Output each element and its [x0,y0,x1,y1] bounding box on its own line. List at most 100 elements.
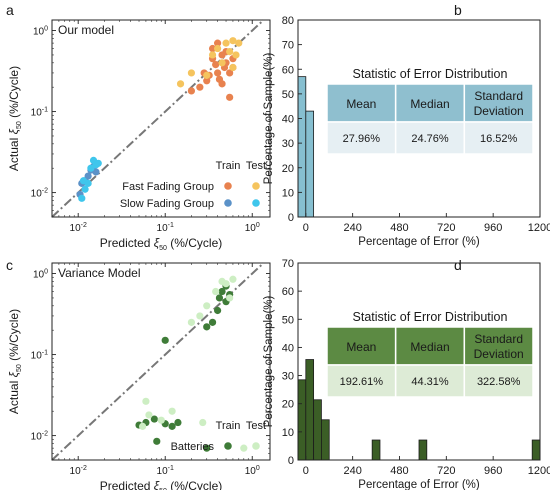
point-batteries-test [187,318,196,326]
x-tick-label: 10-2 [70,222,87,234]
stats-value-cell [463,121,534,155]
y-tick-label: 40 [282,342,294,354]
point-fast-test [203,71,211,79]
point-slow-test [79,177,88,185]
point-batteries-train [150,415,158,423]
point-fast-test [235,39,243,47]
point-batteries-train [203,444,211,452]
x-tick-label: 480 [390,222,408,234]
chart-title: Variance Model [58,266,141,280]
stats-header-label: Median [410,340,449,354]
point-batteries-train [215,294,224,302]
point-batteries-train [161,336,169,344]
legend-header-train: Train [216,160,241,172]
panel-label-a: a [6,2,14,18]
chart-title: Our model [58,23,114,37]
y-tick-label: 30 [282,371,294,383]
legend-marker-test [252,199,260,207]
point-fast-train [212,61,220,69]
stats-header-label: Mean [346,340,376,354]
legend-header-test: Test [246,420,266,432]
point-fast-test [226,47,234,56]
legend-marker-train [224,182,232,190]
legend-label: Slow Fading Group [120,198,214,210]
histogram-bar [313,399,322,461]
histogram-bar [371,439,381,461]
x-tick-label: 960 [484,222,502,234]
point-fast-test [229,37,237,45]
point-batteries-test [142,397,150,405]
stats-value: 322.58% [477,376,521,388]
legend-label: Fast Fading Group [122,181,214,193]
point-fast-train [187,87,196,95]
point-slow-test [78,194,86,202]
histogram-bar [418,439,428,461]
y-tick-label: 40 [282,114,294,126]
point-batteries-train [218,287,226,296]
x-tick-label: 720 [437,465,455,477]
y-tick-label: 70 [282,258,294,270]
y-tick-label: 60 [282,286,294,298]
point-fast-train [218,80,226,88]
point-fast-train [208,44,217,53]
stats-value-cell [463,364,534,398]
point-batteries-test [203,302,211,310]
x-tick-label: 10-1 [157,222,174,234]
y-tick-label: 70 [282,40,294,52]
histogram-bar [305,110,315,218]
x-tick-label: 240 [343,222,361,234]
stats-header-cell [463,83,534,123]
point-batteries-test [240,444,248,452]
plot-frame [51,262,271,461]
point-batteries-test [196,312,204,320]
point-slow-test [81,185,89,193]
x-tick-label: 1200 [528,222,550,234]
panel-label-c: c [6,257,13,273]
plot-frame [51,19,271,218]
x-tick-label: 480 [390,465,408,477]
y-tick-label: 20 [282,163,294,175]
point-fast-train [203,77,211,85]
y-tick-label: 60 [282,64,294,76]
stats-value: 16.52% [480,133,518,145]
panel-b: b 0 240 480 720 960 1200 0 10 20 30 40 50 60 70 80 Perce… [263,2,550,248]
point-batteries-test [212,287,220,296]
point-fast-test [232,51,240,59]
panel-d: d 0 240 480 720 960 1200 0 10 20 30 40 50 60 70 Percent… [263,257,550,490]
stats-table-title: Statistic of Error Distribution [353,67,508,81]
stats-value-cell [326,364,397,398]
legend-marker-train [224,199,232,207]
histogram-bar [305,359,315,461]
point-fast-test [208,51,217,59]
legend-marker-test [252,182,260,190]
plot-frame [297,262,541,461]
x-axis-label: Predicted ξ50 (%/Cycle) [100,236,223,252]
stats-value: 192.61% [340,376,384,388]
y-tick-label: 80 [282,15,294,27]
y-axis-label: Actual ξ50 (%/Cycle) [7,309,23,414]
point-batteries-test [157,416,165,424]
stats-header-label: Median [410,97,449,111]
stats-header-cell [463,326,534,366]
legend-header-train: Train [216,420,241,432]
point-batteries-train [153,437,161,445]
histogram-bar [321,419,330,461]
x-axis-label: Predicted ξ50 (%/Cycle) [100,479,223,490]
x-tick-label: 10-2 [70,465,87,477]
point-batteries-train [174,418,182,427]
point-fast-test [222,39,230,47]
x-tick-label: 1200 [528,465,550,477]
x-tick-label: 100 [245,222,260,234]
point-batteries-test [229,275,237,283]
panel-a: a 10-2 10-2 10-1 10-1 100 100 Our model Train Tes… [6,2,271,252]
point-slow-test [94,159,102,167]
stats-header-label: Deviation [474,104,524,118]
stats-table: Statistic of Error Distribution Mean 27.96… [326,67,534,155]
legend-marker-train [224,442,232,450]
point-batteries-test [199,418,207,427]
point-batteries-train [168,422,176,430]
histogram-bar [531,439,541,461]
stats-value-cell [394,121,466,155]
point-fast-train [214,39,222,47]
point-batteries-test [145,411,153,419]
